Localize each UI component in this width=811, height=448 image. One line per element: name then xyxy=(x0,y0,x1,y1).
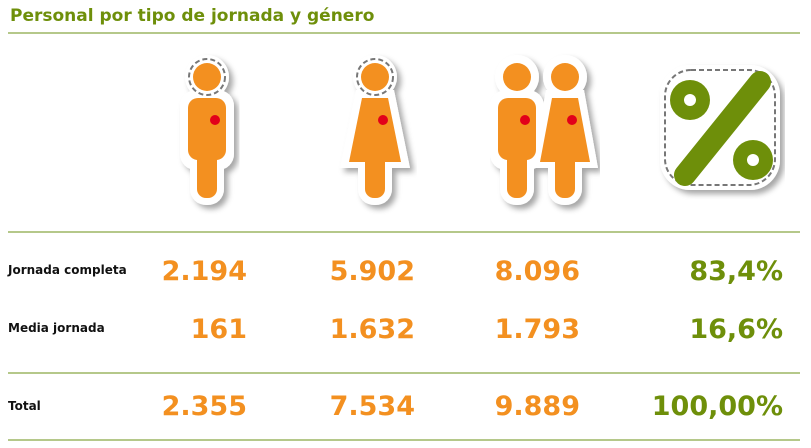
cell-total: 8.096 xyxy=(494,256,580,287)
cell-percent: 16,6% xyxy=(689,314,783,345)
cell-total: 9.889 xyxy=(494,391,580,422)
page-title: Personal por tipo de jornada y género xyxy=(10,6,375,26)
cell-women: 7.534 xyxy=(329,391,415,422)
divider xyxy=(8,372,800,374)
man-icon xyxy=(180,55,234,205)
cell-women: 5.902 xyxy=(329,256,415,287)
percent-icon xyxy=(660,65,780,190)
couple-icon xyxy=(490,55,598,205)
cell-men: 161 xyxy=(190,314,247,345)
divider xyxy=(8,32,800,34)
cell-percent: 100,00% xyxy=(651,391,783,422)
row-label: Jornada completa xyxy=(8,263,127,277)
cell-total: 1.793 xyxy=(494,314,580,345)
woman-icon xyxy=(340,55,410,205)
cell-women: 1.632 xyxy=(329,314,415,345)
divider xyxy=(8,231,800,233)
cell-percent: 83,4% xyxy=(689,256,783,287)
cell-men: 2.355 xyxy=(161,391,247,422)
row-label: Total xyxy=(8,399,41,413)
cell-men: 2.194 xyxy=(161,256,247,287)
row-label: Media jornada xyxy=(8,321,105,335)
divider xyxy=(8,439,800,441)
